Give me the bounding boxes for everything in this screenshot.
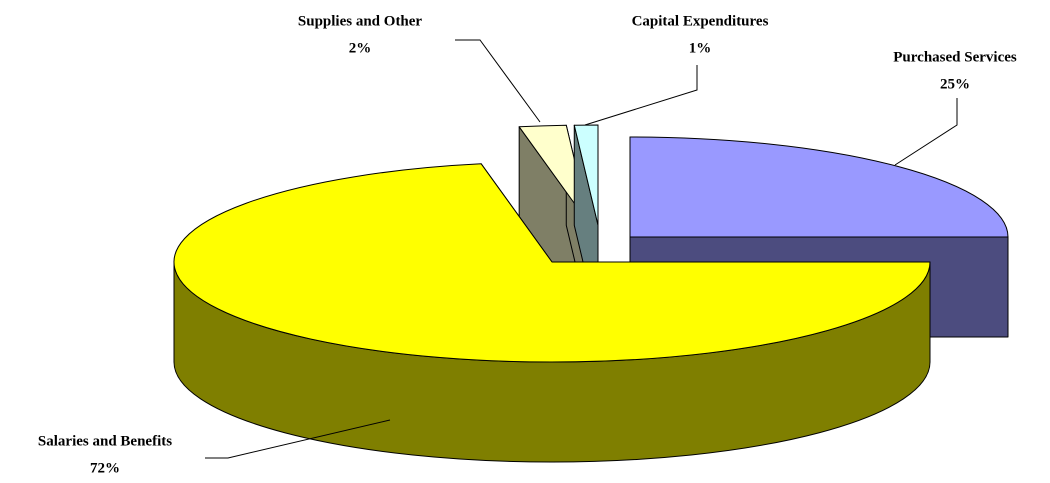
slice-label: Purchased Services (893, 49, 1017, 65)
slice-value-label: 72% (90, 460, 120, 476)
slice-value-label: 2% (349, 40, 372, 56)
slice-value-label: 25% (940, 76, 970, 92)
leader-line (584, 65, 698, 126)
slice-label: Capital Expenditures (632, 13, 769, 29)
slice-value-label: 1% (689, 40, 712, 56)
slice-label: Salaries and Benefits (38, 433, 172, 449)
leader-line (455, 39, 541, 123)
slice (518, 124, 591, 226)
slice-label: Supplies and Other (298, 13, 423, 29)
leader-line (205, 419, 391, 459)
slice (173, 163, 931, 363)
leader-line (894, 98, 958, 166)
slice (629, 136, 1009, 238)
